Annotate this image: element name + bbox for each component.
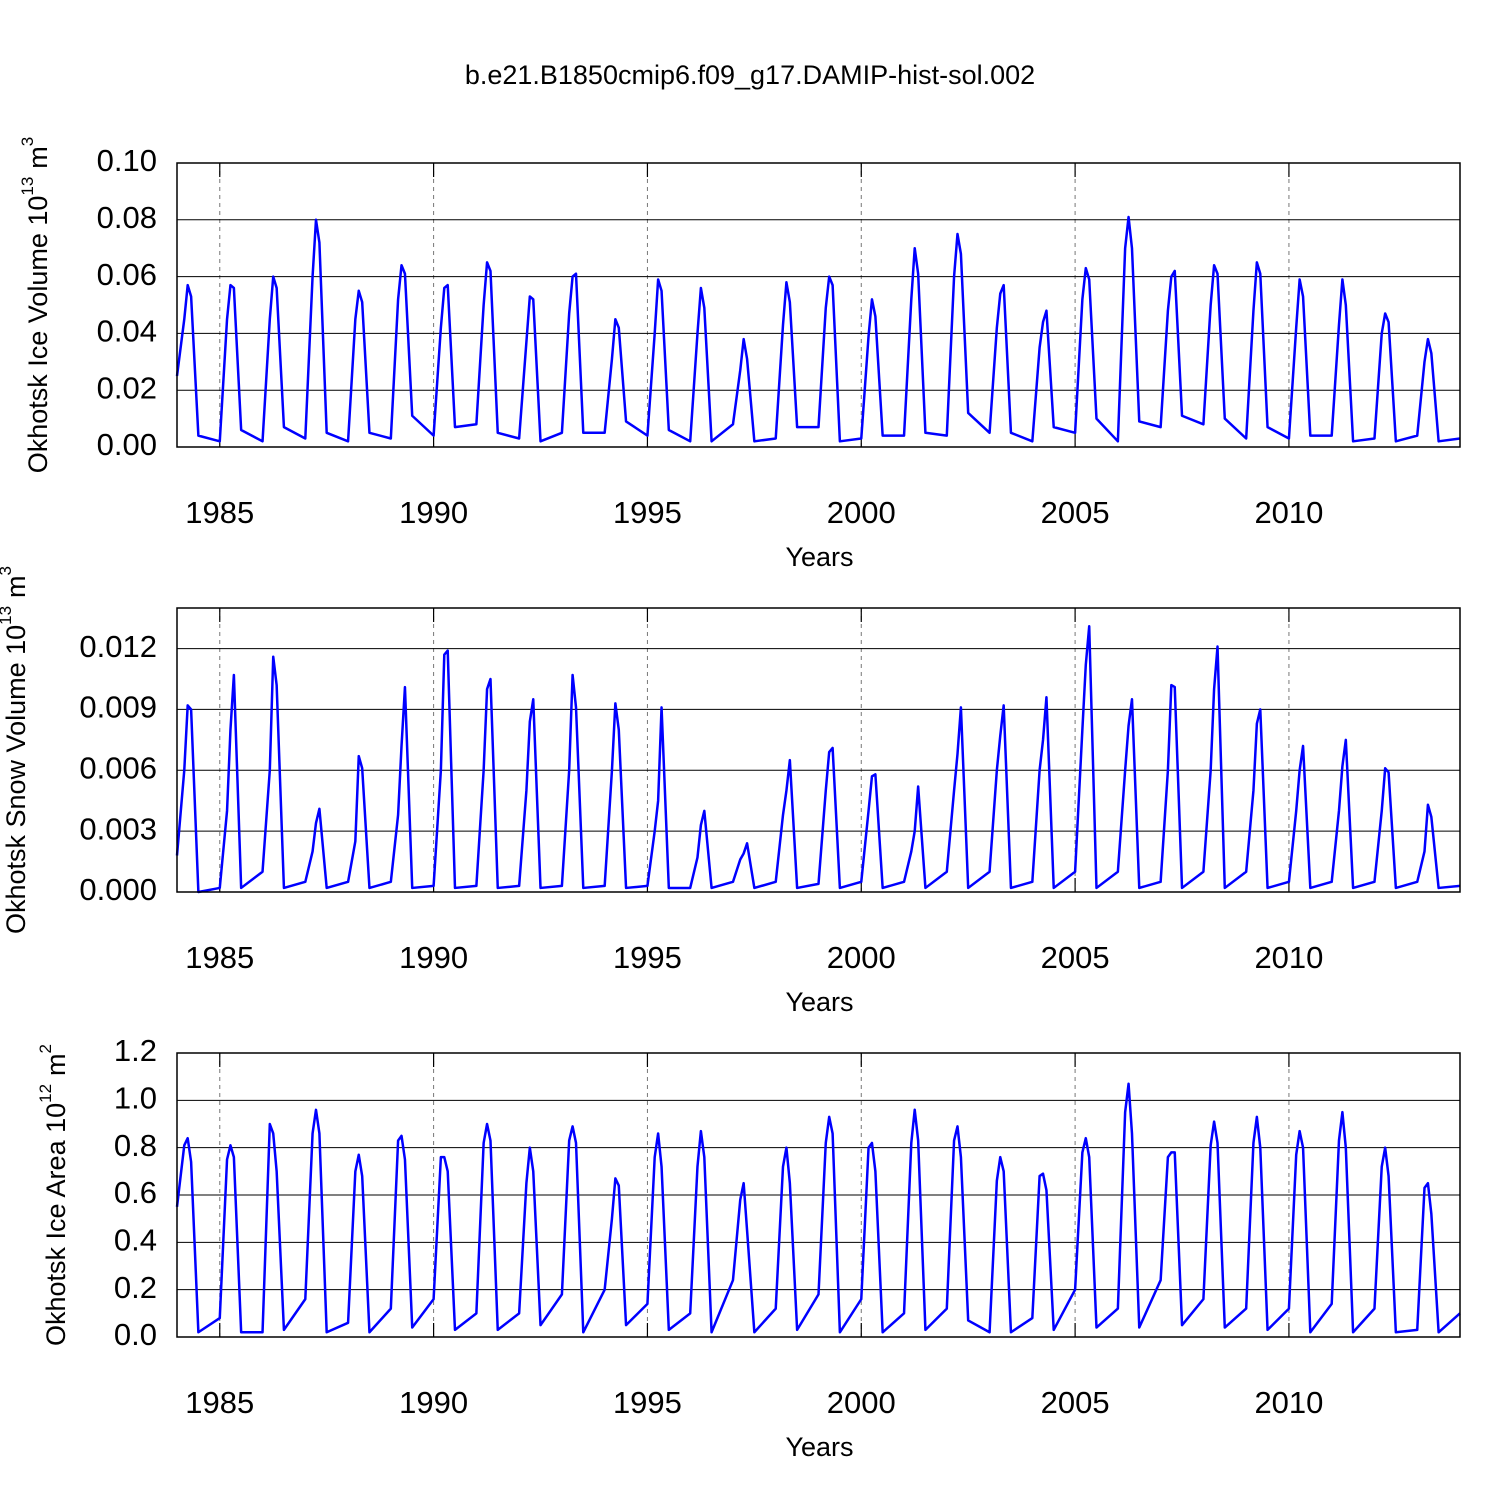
y-tick-label: 1.2	[114, 1033, 157, 1068]
x-tick-label: 1995	[613, 940, 682, 975]
y-tick-label: 0.08	[97, 200, 157, 235]
x-axis-label: Years	[785, 1432, 853, 1462]
y-label-unit: m	[23, 146, 53, 169]
y-tick-label: 0.02	[97, 370, 157, 405]
y-axis-label: Okhotsk Ice Area 1012 m2	[36, 1044, 71, 1346]
y-tick-label: 0.003	[79, 811, 157, 846]
y-tick-label: 0.04	[97, 314, 157, 349]
x-tick-label: 2000	[827, 1385, 896, 1420]
x-tick-label: 2000	[827, 495, 896, 530]
y-tick-label: 0.10	[97, 143, 157, 178]
y-label-exp: 13	[0, 606, 15, 625]
figure-title: b.e21.B1850cmip6.f09_g17.DAMIP-hist-sol.…	[465, 60, 1035, 90]
y-tick-label: 0.000	[79, 872, 157, 907]
y-tick-label: 1.0	[114, 1081, 157, 1116]
y-tick-label: 0.006	[79, 750, 157, 785]
x-tick-label: 2010	[1254, 1385, 1323, 1420]
y-label-unit-exp: 2	[36, 1044, 55, 1053]
y-axis-label: Okhotsk Snow Volume 1013 m3	[0, 566, 31, 934]
y-label-exp: 12	[36, 1084, 55, 1103]
y-label-unit-exp: 3	[0, 566, 15, 575]
y-tick-label: 0.0	[114, 1317, 157, 1352]
y-label-text: Okhotsk Snow Volume 10	[1, 625, 31, 934]
x-tick-label: 2010	[1254, 495, 1323, 530]
x-tick-label: 1995	[613, 495, 682, 530]
y-label-unit: m	[1, 575, 31, 598]
x-tick-label: 2005	[1041, 1385, 1110, 1420]
y-label-unit-exp: 3	[18, 137, 37, 146]
y-label-exp: 13	[18, 177, 37, 196]
data-line	[175, 625, 1461, 894]
x-tick-label: 1990	[399, 940, 468, 975]
y-tick-label: 0.4	[114, 1223, 157, 1258]
y-tick-label: 0.06	[97, 257, 157, 292]
x-tick-label: 1990	[399, 495, 468, 530]
x-axis-label: Years	[785, 987, 853, 1017]
y-label-text: Okhotsk Ice Area 10	[41, 1103, 71, 1346]
data-line	[175, 1082, 1461, 1334]
y-axis-label: Okhotsk Ice Volume 1013 m3	[18, 137, 53, 474]
y-tick-label: 0.009	[79, 690, 157, 725]
x-tick-label: 1985	[185, 495, 254, 530]
x-tick-label: 1990	[399, 1385, 468, 1420]
plot-frame	[176, 162, 1461, 448]
y-tick-label: 0.6	[114, 1175, 157, 1210]
x-tick-label: 1995	[613, 1385, 682, 1420]
y-tick-label: 0.8	[114, 1128, 157, 1163]
y-tick-label: 0.00	[97, 427, 157, 462]
x-tick-label: 2005	[1041, 495, 1110, 530]
data-line	[175, 215, 1461, 443]
x-tick-label: 1985	[185, 940, 254, 975]
plot-frame	[176, 1052, 1461, 1338]
x-tick-label: 2010	[1254, 940, 1323, 975]
x-tick-label: 1985	[185, 1385, 254, 1420]
y-label-text: Okhotsk Ice Volume 10	[23, 196, 53, 474]
plot-frame	[176, 607, 1461, 893]
y-tick-label: 0.2	[114, 1270, 157, 1305]
y-label-unit: m	[41, 1053, 71, 1076]
x-axis-label: Years	[785, 542, 853, 572]
x-tick-label: 2005	[1041, 940, 1110, 975]
x-tick-label: 2000	[827, 940, 896, 975]
y-tick-label: 0.012	[79, 629, 157, 664]
